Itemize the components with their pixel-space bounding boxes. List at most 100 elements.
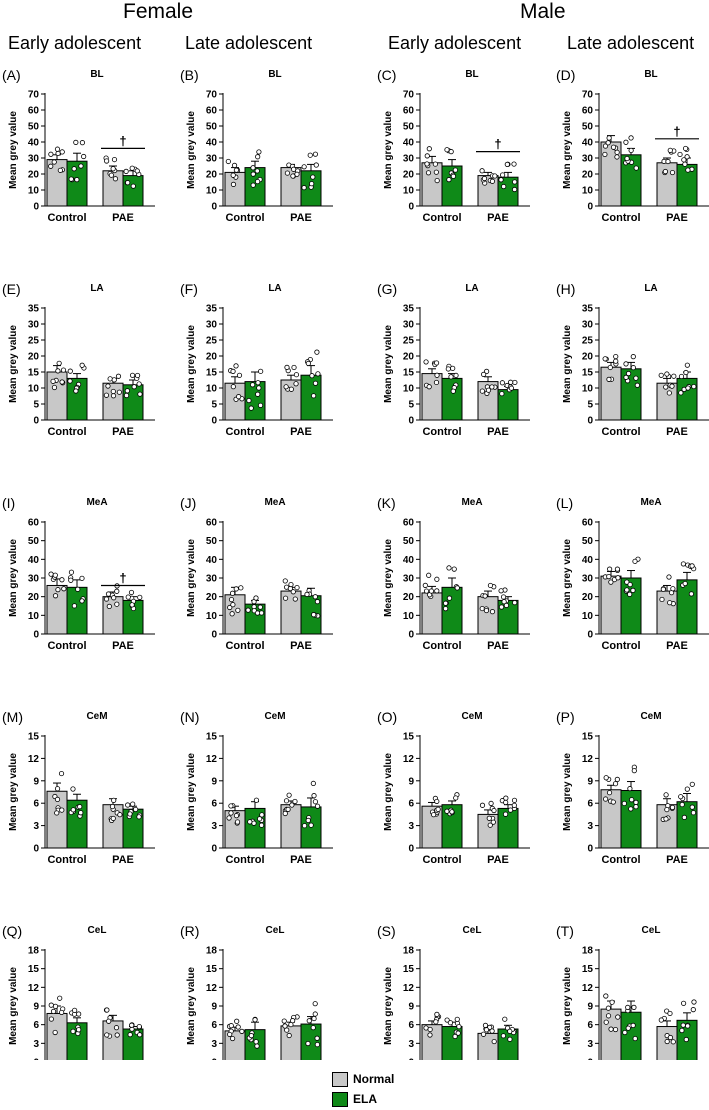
y-tick-label: 20 (206, 170, 218, 181)
x-tick-label: Control (225, 426, 264, 438)
data-point (71, 603, 78, 609)
data-point (136, 1023, 142, 1030)
bar-normal (280, 1025, 302, 1060)
y-tick-label: 20 (403, 170, 415, 181)
data-point (114, 601, 120, 607)
y-tick-label: 9 (211, 776, 217, 787)
chart-panel-f: (F) LA Mean grey value 0 5 10 15 20 25 30 35 Contro… (180, 281, 333, 438)
data-point (507, 807, 514, 813)
chart-panel-n: (N) CeM Mean grey value 0 3 6 9 12 15 Control PAE (180, 709, 333, 866)
data-point (613, 358, 619, 364)
data-point (603, 993, 609, 999)
data-point (615, 575, 621, 581)
y-tick-label: 60 (206, 518, 218, 529)
header-female: Female (123, 0, 194, 23)
y-tick-label: 0 (587, 416, 593, 427)
data-point (104, 1032, 110, 1038)
y-tick-label: 15 (28, 732, 40, 743)
y-tick-label: 9 (408, 1002, 414, 1013)
data-point (606, 790, 613, 796)
data-point (312, 380, 319, 386)
data-point (621, 800, 627, 807)
chart-panel-i: (I) MeA Mean grey value 0 10 20 30 40 50 60 Contro… (2, 495, 155, 652)
data-point (59, 149, 65, 155)
data-point (309, 373, 315, 379)
data-point (110, 166, 116, 172)
data-point (228, 810, 234, 816)
y-tick-label: 10 (28, 186, 40, 197)
data-point (230, 602, 236, 608)
y-tick-label: 5 (211, 400, 217, 411)
data-point (689, 563, 695, 569)
data-point (228, 596, 235, 603)
panel-label: (E) (2, 281, 21, 297)
data-point (230, 384, 236, 390)
data-point (425, 170, 432, 176)
data-point (683, 369, 689, 376)
data-point (431, 812, 437, 818)
y-tick-label: 12 (582, 754, 594, 765)
y-tick-label: 30 (582, 574, 594, 585)
data-point (294, 584, 300, 591)
y-tick-label: 70 (206, 90, 218, 101)
data-point (605, 140, 611, 146)
y-axis-label: Mean grey value (8, 539, 19, 617)
data-point (284, 170, 291, 176)
data-point (51, 384, 58, 391)
panel-label: (D) (556, 67, 575, 83)
data-point (233, 167, 240, 173)
data-point (669, 383, 675, 389)
x-tick-label: Control (601, 640, 640, 652)
y-tick-label: 0 (587, 202, 593, 213)
data-point (130, 801, 136, 807)
data-point (607, 566, 613, 572)
y-tick-label: 9 (33, 776, 39, 787)
data-point (682, 580, 688, 587)
data-point (231, 162, 238, 168)
y-tick-label: 6 (408, 1020, 414, 1031)
data-point (479, 168, 485, 174)
y-axis-label: Mean grey value (186, 539, 197, 617)
y-tick-label: 10 (206, 186, 218, 197)
data-point (614, 149, 620, 155)
data-point (602, 151, 608, 158)
data-point (251, 820, 257, 826)
data-point (250, 171, 256, 177)
data-point (111, 156, 118, 163)
data-point (111, 595, 117, 601)
data-point (684, 154, 690, 160)
legend-swatch-ela (332, 1091, 348, 1107)
y-tick-label: 0 (408, 202, 414, 213)
data-point (453, 795, 459, 801)
data-point (507, 1036, 513, 1042)
data-point (512, 600, 518, 606)
data-point (305, 1040, 311, 1047)
data-point (289, 802, 295, 808)
chart-title: CeM (264, 711, 285, 722)
data-point (628, 135, 634, 141)
data-point (70, 786, 76, 792)
data-point (79, 140, 86, 146)
y-tick-label: 0 (211, 844, 217, 855)
data-point (633, 375, 639, 381)
data-point (511, 802, 517, 808)
y-tick-label: 6 (211, 1020, 217, 1031)
y-axis-label: Mean grey value (383, 967, 394, 1045)
y-tick-label: 18 (403, 946, 415, 957)
bar-ela (441, 377, 463, 421)
y-axis-label: Mean grey value (186, 325, 197, 403)
data-point (129, 1022, 135, 1028)
y-tick-label: 20 (206, 352, 218, 363)
bar-normal (656, 590, 678, 635)
data-point (52, 593, 59, 599)
x-tick-label: Control (422, 640, 461, 652)
chart-title: CeM (640, 711, 661, 722)
bar-normal (102, 596, 124, 635)
y-tick-label: 20 (28, 592, 40, 603)
data-point (104, 1007, 110, 1013)
data-point (614, 776, 620, 782)
data-point (498, 177, 504, 183)
y-tick-label: 3 (587, 1039, 593, 1050)
y-tick-label: 10 (28, 611, 40, 622)
